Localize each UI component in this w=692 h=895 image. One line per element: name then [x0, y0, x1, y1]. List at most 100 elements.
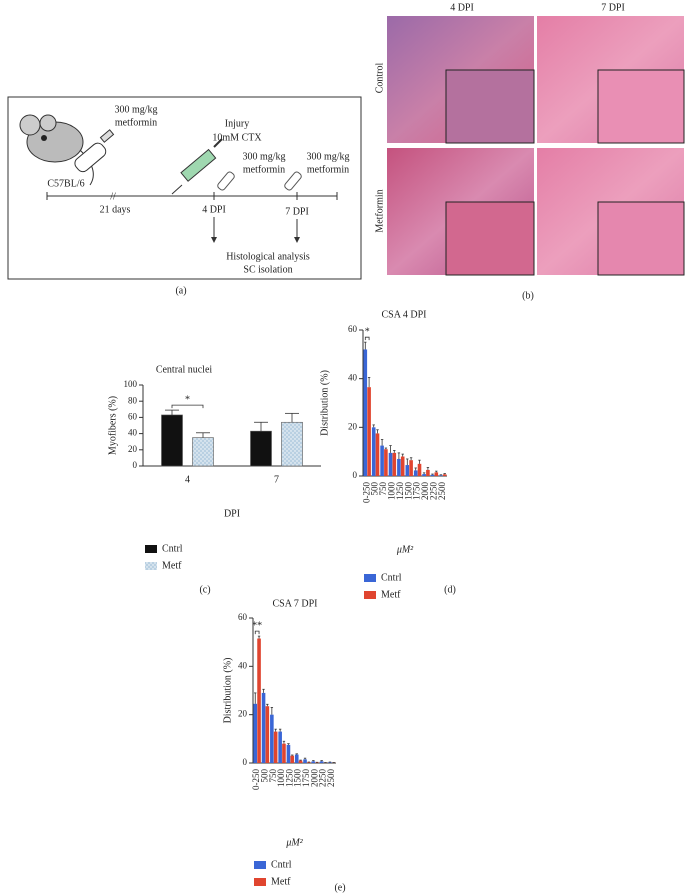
- bar: [294, 754, 299, 763]
- bar: [281, 421, 303, 467]
- legend-swatch: [254, 878, 266, 886]
- bar: [422, 474, 426, 476]
- bar: [303, 759, 307, 763]
- bar: [311, 761, 316, 763]
- x-tick-label: 1750: [412, 482, 422, 501]
- injury-text: Injury: [225, 118, 249, 129]
- bar: [161, 414, 183, 467]
- bar: [328, 762, 332, 763]
- bar: [192, 437, 214, 467]
- chart-title: CSA 4 DPI: [381, 309, 426, 320]
- bar: [363, 349, 368, 476]
- legend-label: Metf: [271, 876, 291, 887]
- y-tick-label: 40: [128, 428, 138, 438]
- column-label: 7 DPI: [601, 2, 625, 13]
- bar: [397, 458, 401, 476]
- dose-text: 300 mg/kg: [242, 151, 285, 162]
- dose-text: metformin: [115, 117, 157, 128]
- x-axis-label: DPI: [224, 508, 240, 519]
- y-tick-label: 60: [128, 411, 138, 421]
- y-tick-label: 60: [238, 612, 248, 622]
- x-tick-label: 7: [274, 474, 279, 485]
- timepoint-text: 7 DPI: [285, 206, 309, 217]
- bottle-icon: [74, 129, 115, 173]
- legend-label: Cntrl: [381, 572, 402, 583]
- interval-text: 21 days: [100, 204, 131, 215]
- bar: [282, 743, 286, 763]
- bar: [442, 474, 447, 476]
- y-axis-label: Distribution (%): [222, 658, 233, 724]
- x-tick-label: 2500: [437, 482, 447, 501]
- significance-label: *: [365, 326, 370, 337]
- x-tick-label: 2000: [309, 769, 319, 788]
- y-tick-label: 20: [238, 709, 248, 719]
- bar: [273, 731, 278, 763]
- bar: [253, 703, 258, 763]
- legend-label: Metf: [162, 560, 182, 571]
- x-tick-label: 2250: [318, 769, 328, 788]
- bar: [290, 755, 295, 763]
- bottle-icon: [217, 171, 302, 191]
- x-tick-label: 1000: [276, 769, 286, 788]
- y-axis-label: Myofibers (%): [107, 396, 118, 455]
- bar: [250, 430, 272, 467]
- x-tick-label: 1500: [293, 769, 303, 788]
- x-tick-label: 2250: [428, 482, 438, 501]
- x-tick-label: 500: [260, 769, 270, 783]
- bar: [388, 452, 393, 476]
- bar: [319, 761, 324, 763]
- bar: [413, 470, 418, 476]
- bar: [367, 387, 371, 476]
- strain-text: C57BL/6: [47, 178, 84, 189]
- legend-label: Cntrl: [162, 543, 183, 554]
- x-tick-label: 1750: [301, 769, 311, 788]
- legend-label: Metf: [381, 589, 401, 600]
- bar: [434, 472, 439, 476]
- y-tick-label: 100: [124, 379, 138, 389]
- x-tick-label: 0-250: [361, 482, 371, 503]
- timepoint-text: 4 DPI: [202, 204, 226, 215]
- legend-label: Cntrl: [271, 859, 292, 870]
- y-tick-label: 20: [128, 444, 138, 454]
- bar: [392, 452, 397, 476]
- significance-bracket: [254, 630, 260, 635]
- y-tick-label: 20: [348, 421, 358, 431]
- y-tick-label: 40: [238, 660, 248, 670]
- timeline-break: //: [110, 191, 116, 202]
- significance-label: *: [185, 394, 190, 405]
- chart-title: Central nuclei: [156, 364, 213, 375]
- bar: [409, 460, 413, 476]
- diagram-frame: [7, 96, 362, 280]
- y-tick-label: 60: [348, 324, 358, 334]
- injury-text: 10mM CTX: [212, 132, 262, 143]
- x-tick-label: 750: [378, 482, 388, 496]
- x-tick-label: 1500: [403, 482, 413, 501]
- bar: [375, 433, 380, 476]
- significance-bracket: [364, 336, 370, 341]
- bar: [405, 465, 410, 476]
- bar: [265, 706, 270, 763]
- x-tick-label: 2500: [326, 769, 336, 788]
- bar: [257, 638, 261, 763]
- image-inset: [445, 201, 535, 276]
- significance-label: **: [252, 620, 262, 631]
- panel-label: (d): [444, 584, 456, 595]
- bar: [261, 692, 266, 763]
- x-tick-label: 1250: [284, 769, 294, 788]
- x-tick-label: 750: [268, 769, 278, 783]
- panel-label: (e): [334, 882, 345, 893]
- image-inset: [597, 201, 685, 276]
- bar: [278, 731, 282, 763]
- bar: [400, 456, 405, 476]
- histology-panel: 4 DPI 7 DPI Control Metformin: [374, 2, 685, 276]
- bar: [371, 427, 376, 476]
- bar: [270, 714, 274, 763]
- y-tick-label: 40: [348, 373, 358, 383]
- row-label: Metformin: [374, 189, 385, 232]
- x-tick-label: 1000: [386, 482, 396, 501]
- x-tick-label: 2000: [420, 482, 430, 501]
- y-tick-label: 0: [353, 470, 358, 480]
- arrow-head: [294, 237, 300, 243]
- chart-title: CSA 7 DPI: [272, 598, 317, 609]
